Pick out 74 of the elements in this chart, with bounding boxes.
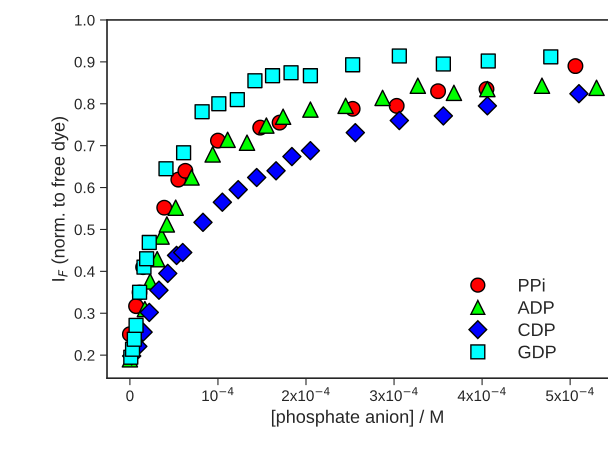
point: [388, 98, 405, 114]
point: [126, 332, 142, 347]
x-tick-label: 5x10$^{−4}$: [546, 387, 594, 402]
point: [302, 101, 319, 118]
point: [128, 318, 144, 334]
point: [543, 49, 558, 64]
legend-label: PPi: [519, 278, 544, 292]
point: [283, 65, 299, 80]
y-axis-title: I$_{F}$ (norm. to free dye): [51, 117, 68, 281]
point: [158, 161, 174, 176]
point: [230, 92, 245, 108]
y-tick-label: 1.0: [75, 14, 95, 26]
point: [149, 280, 169, 300]
legend-label: GDP: [518, 346, 556, 358]
point: [282, 146, 302, 166]
point: [212, 192, 232, 212]
x-tick-label: 3x10$^{−4}$: [370, 387, 418, 402]
point: [430, 83, 446, 100]
legend-label: CDP: [518, 323, 555, 336]
point: [534, 77, 550, 94]
point: [390, 110, 410, 130]
legend-label: ADP: [518, 301, 554, 314]
point: [345, 57, 360, 72]
point: [478, 96, 498, 116]
point: [193, 212, 213, 232]
point: [434, 106, 454, 126]
point: [446, 84, 462, 102]
x-tick-label: 10$^{−4}$: [202, 387, 234, 402]
point: [138, 251, 154, 266]
point: [140, 302, 160, 322]
x-tick-label: 0: [126, 390, 134, 402]
point: [337, 98, 354, 114]
point: [158, 216, 176, 233]
point: [266, 161, 286, 181]
point: [158, 264, 178, 284]
x-tick-label: 4x10$^{−4}$: [458, 387, 506, 402]
point: [588, 80, 605, 96]
point: [247, 73, 263, 88]
point: [172, 242, 192, 262]
point: [274, 108, 292, 126]
point: [142, 234, 157, 250]
point: [194, 104, 210, 120]
point: [246, 168, 266, 188]
point: [569, 84, 589, 104]
point: [258, 117, 275, 134]
point: [300, 140, 320, 160]
point: [156, 200, 172, 216]
y-tick-label: 0.7: [74, 140, 94, 152]
point: [176, 145, 192, 160]
point: [410, 77, 426, 94]
y-tick-label: 0.9: [74, 56, 94, 68]
point: [264, 68, 280, 84]
y-tick-label: 0.8: [74, 98, 95, 110]
point: [567, 58, 584, 74]
point: [346, 122, 366, 142]
point: [167, 199, 184, 216]
y-tick-label: 0.2: [74, 350, 94, 361]
point: [211, 96, 226, 112]
point: [374, 90, 391, 106]
point: [302, 68, 318, 84]
y-tick-label: 0.5: [74, 224, 95, 236]
point: [392, 48, 407, 64]
point: [480, 53, 496, 69]
y-tick-label: 0.4: [74, 266, 95, 278]
point: [436, 56, 451, 72]
x-axis-title: [phosphate anion] / M: [272, 410, 443, 427]
point: [219, 131, 236, 148]
point: [183, 169, 200, 186]
point: [228, 180, 248, 200]
y-tick-label: 0.6: [74, 182, 95, 194]
y-tick-label: 0.3: [74, 308, 95, 319]
point: [238, 134, 256, 152]
x-tick-label: 2x10$^{−4}$: [282, 387, 330, 402]
point: [204, 146, 221, 163]
